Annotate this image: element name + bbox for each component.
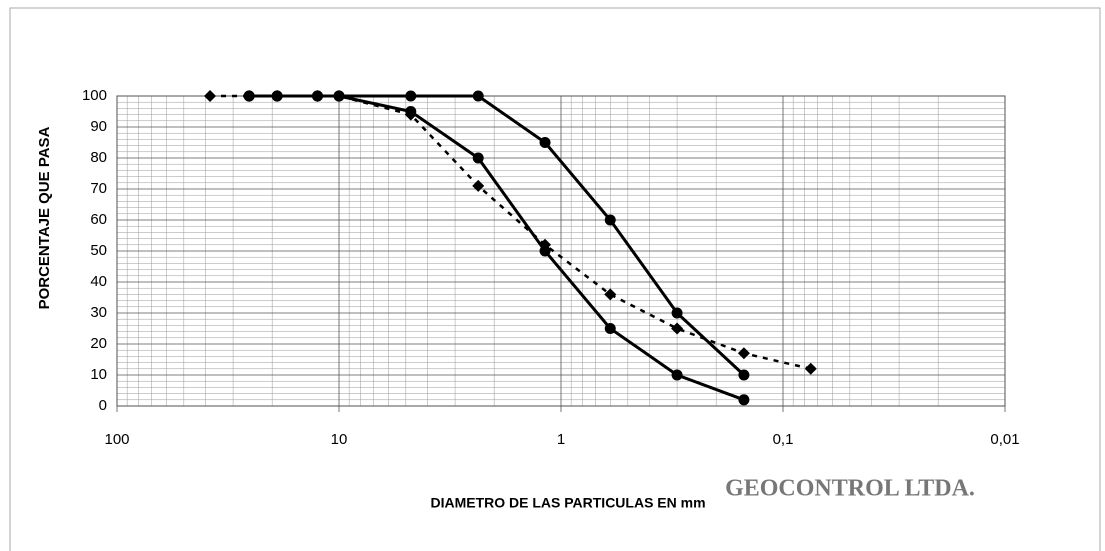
y-tick-label: 60 [90, 211, 107, 228]
marker [204, 90, 217, 102]
marker [472, 179, 485, 192]
x-tick-label: 1 [557, 431, 565, 448]
frame [9, 7, 1101, 551]
y-tick-label: 50 [90, 242, 107, 259]
x-tick-label: 100 [104, 431, 129, 448]
marker [738, 394, 750, 406]
marker [311, 90, 324, 102]
x-tick-label: 0,1 [773, 431, 794, 448]
marker [671, 307, 683, 319]
y-tick-label: 70 [90, 180, 107, 197]
marker [472, 90, 484, 102]
y-tick-label: 10 [90, 366, 107, 383]
marker [405, 90, 417, 102]
marker [604, 323, 616, 334]
marker [539, 245, 551, 257]
y-tick-label: 40 [90, 273, 107, 290]
marker [671, 369, 683, 381]
marker [804, 362, 817, 375]
y-tick-label: 30 [90, 304, 107, 321]
marker [472, 152, 484, 164]
y-tick-label: 90 [90, 118, 107, 135]
marker [737, 347, 750, 360]
x-tick-label: 0,01 [990, 431, 1019, 448]
marker [604, 288, 617, 301]
marker [539, 238, 552, 251]
y-tick-label: 20 [90, 335, 107, 352]
marker [243, 90, 256, 102]
x-tick-label: 10 [331, 431, 348, 448]
marker [604, 214, 616, 226]
x-axis-label: DIAMETRO DE LAS PARTICULAS EN mm [430, 495, 705, 511]
marker [271, 90, 284, 102]
marker [671, 322, 684, 335]
series-line [249, 94, 745, 402]
marker [539, 137, 551, 148]
marker [738, 369, 750, 381]
y-tick-label: 0 [99, 397, 107, 414]
y-axis-label: PORCENTAJE QUE PASA [36, 126, 53, 309]
marker [404, 108, 417, 121]
y-tick-label: 80 [90, 149, 107, 166]
marker [333, 90, 345, 102]
y-tick-label: 100 [82, 87, 107, 104]
stamp: GEOCONTROL LTDA. [725, 476, 975, 502]
